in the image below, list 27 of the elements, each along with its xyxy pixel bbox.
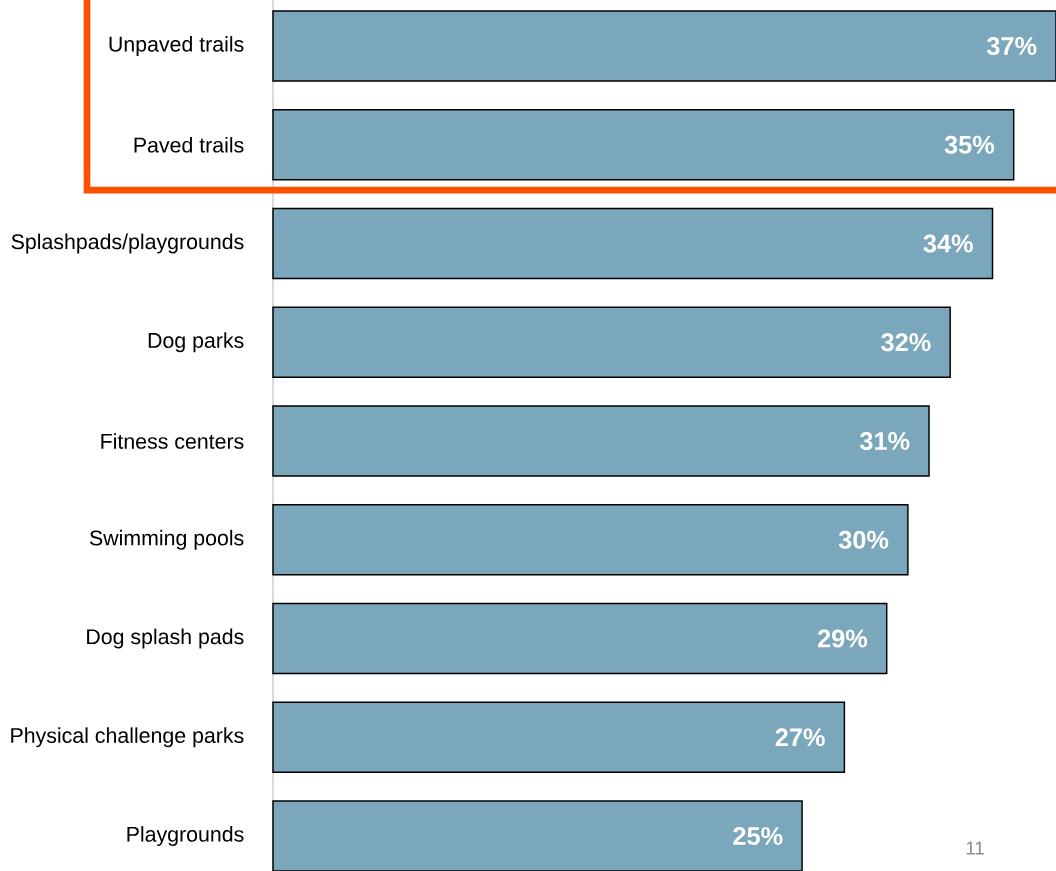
data-label: 30% [838,530,889,549]
data-label: 34% [923,234,973,253]
data-label: 32% [881,333,931,352]
y-tick-label: Swimming pools [89,529,244,550]
data-label: 27% [775,728,825,747]
bar [272,800,803,871]
bar [272,306,951,379]
y-tick-label: Dog parks [148,332,244,353]
y-tick-label: Dog splash pads [87,628,244,649]
bar [272,504,909,576]
bar [272,207,994,280]
data-label: 31% [859,432,910,451]
bar [272,701,846,774]
y-tick-label: Fitness centers [101,433,244,449]
y-tick-label: Splashpads/playgrounds [11,233,244,254]
data-label: 37% [986,37,1037,56]
bar [272,405,930,477]
bar [272,109,1015,181]
data-label: 29% [817,629,868,648]
annotation: 11 [966,841,984,855]
y-tick-label: Paved trails [134,136,244,153]
bar [272,602,888,675]
y-tick-label: Unpaved trails [109,36,244,56]
y-tick-label: Physical challenge parks [11,727,244,748]
y-tick-label: Playgrounds [127,826,244,846]
data-label: 35% [944,135,995,154]
data-label: 25% [733,827,783,846]
